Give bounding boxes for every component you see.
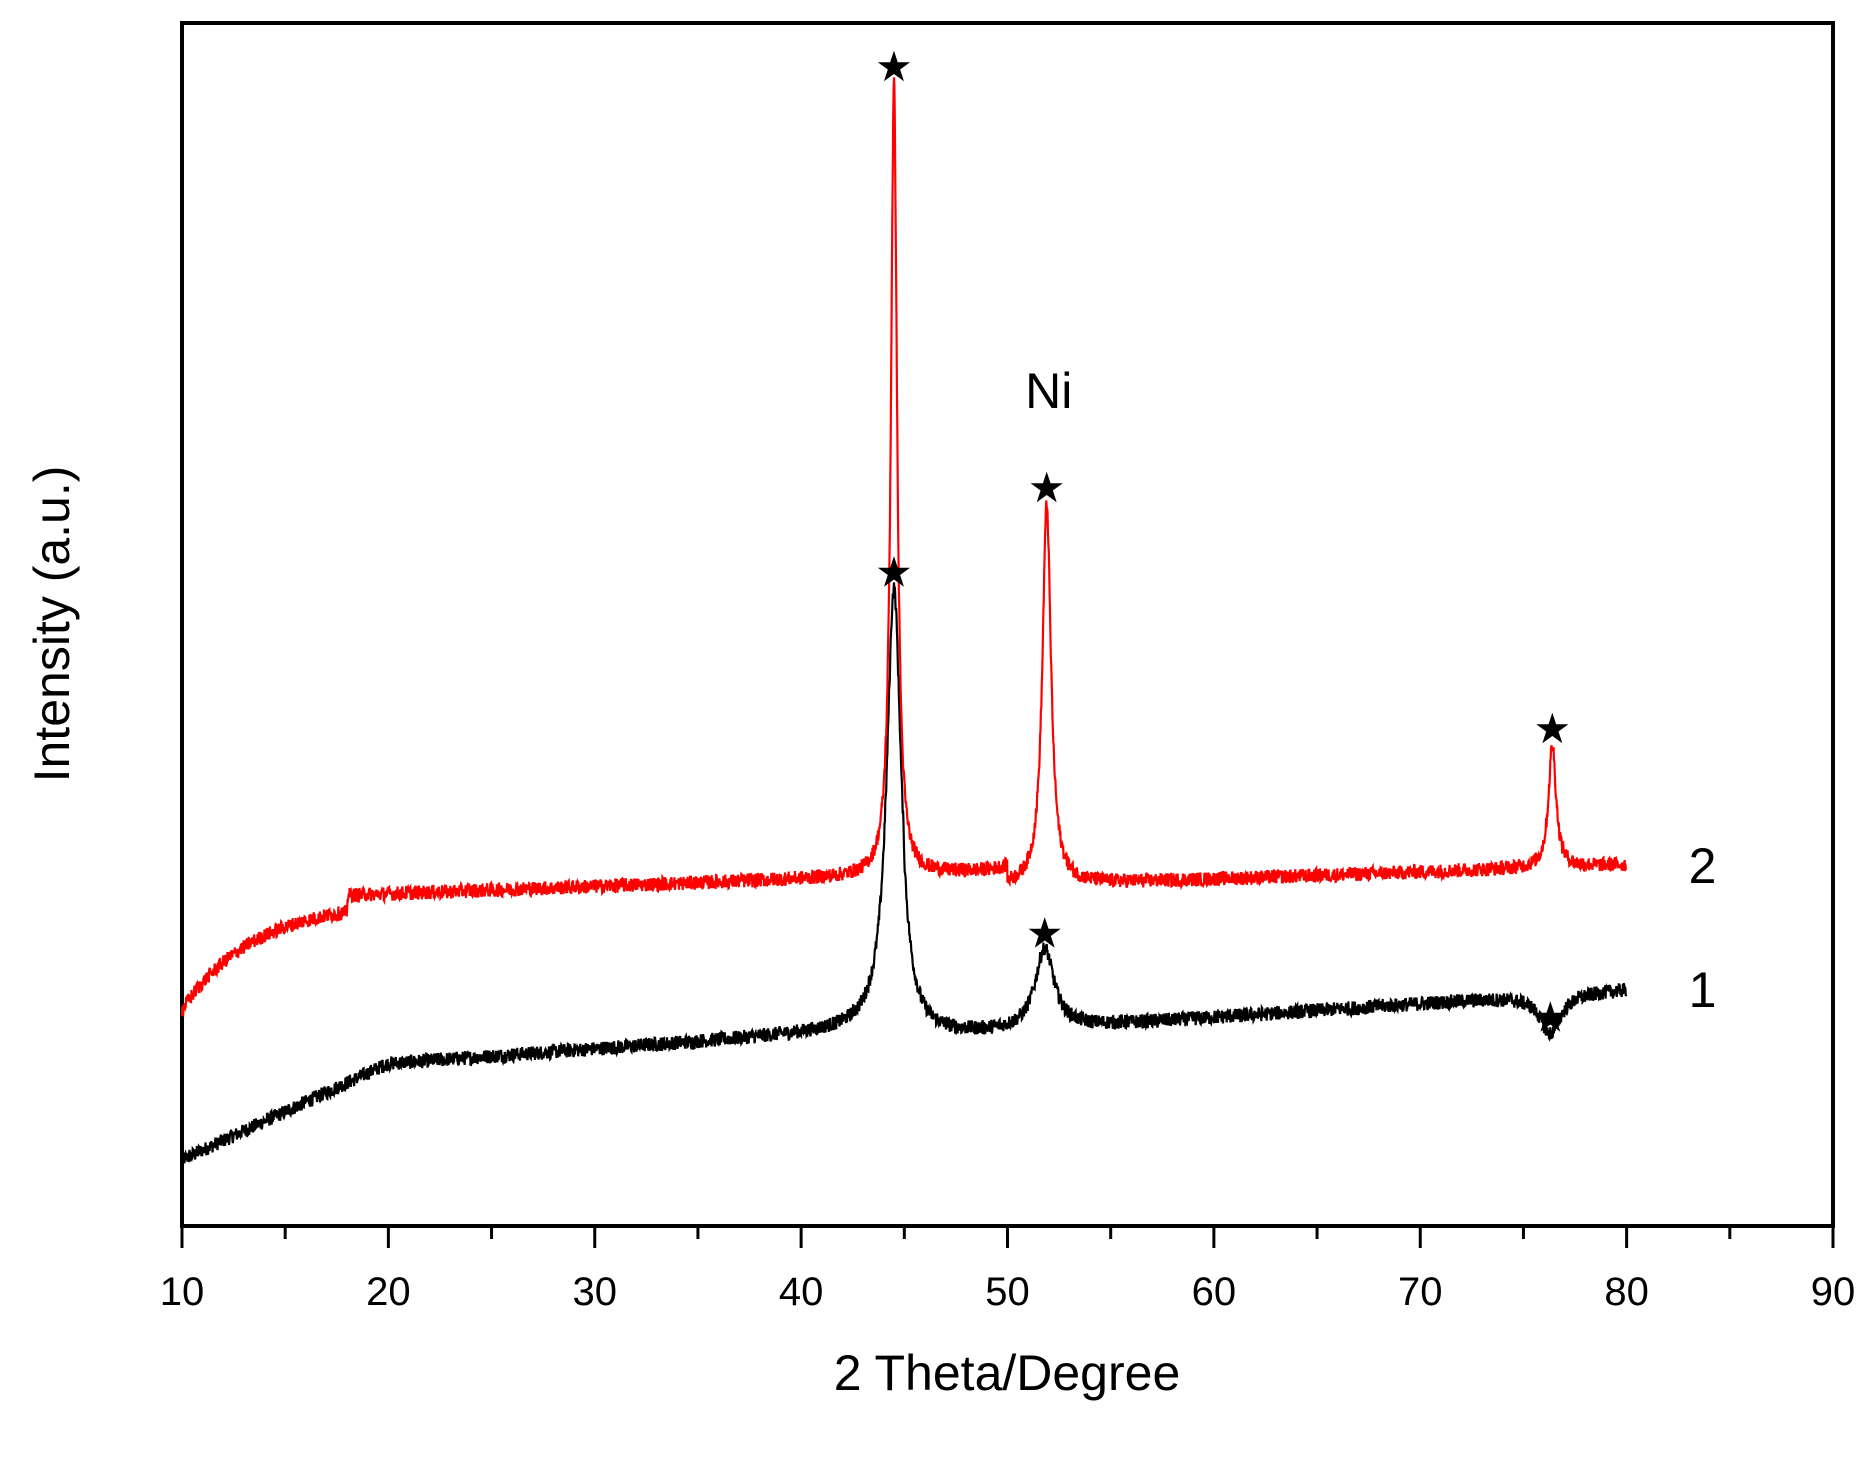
x-axis-ticks: [180, 1226, 1835, 1248]
x-axis-title: 2 Theta/Degree: [834, 1345, 1181, 1401]
peak-star-marker: ★: [875, 547, 913, 596]
x-axis-tick-labels: 10 20 30 40 50 60 70 80 90: [160, 1270, 1856, 1314]
y-axis-title: Intensity (a.u.): [24, 466, 80, 783]
peak-markers: ★ ★ ★ ★ ★ ★: [875, 42, 1571, 1041]
x-tick-label: 90: [1811, 1270, 1856, 1314]
series-line-2: [180, 77, 1628, 1018]
x-tick-label: 20: [366, 1270, 411, 1314]
x-tick-label: 10: [160, 1270, 205, 1314]
plot-frame: [180, 21, 1835, 1228]
series-label-1: 1: [1689, 962, 1717, 1018]
x-tick-label: 70: [1398, 1270, 1443, 1314]
x-tick-label: 40: [779, 1270, 824, 1314]
peak-star-marker: ★: [1028, 463, 1066, 512]
x-tick-label: 30: [573, 1270, 618, 1314]
series-layer: [180, 77, 1628, 1164]
peak-star-marker: ★: [875, 42, 913, 91]
x-tick-label: 50: [985, 1270, 1030, 1314]
peak-star-marker: ★: [1534, 704, 1572, 753]
x-tick-label: 60: [1192, 1270, 1237, 1314]
series-line-1: [180, 582, 1628, 1164]
series-label-2: 2: [1689, 838, 1717, 894]
x-tick-label: 80: [1604, 1270, 1649, 1314]
annotations: Ni: [1025, 363, 1072, 419]
peak-star-marker: ★: [1026, 908, 1064, 957]
annotation-label: Ni: [1025, 363, 1072, 419]
peak-star-marker: ★: [1531, 993, 1569, 1042]
